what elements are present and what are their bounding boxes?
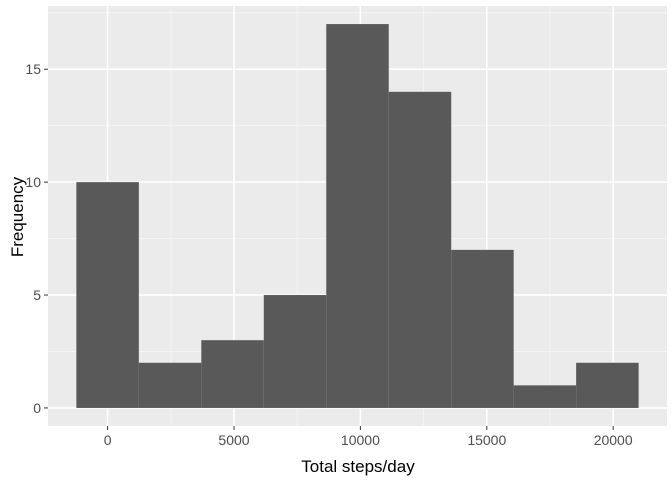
- y-axis-title: Frequency: [8, 176, 27, 257]
- x-tick-label: 0: [104, 432, 112, 448]
- x-tick-labels: 0 5000 10000 15000 20000: [104, 432, 633, 448]
- histogram-bar: [576, 362, 639, 408]
- x-tick-label: 5000: [218, 432, 249, 448]
- x-tick-label: 10000: [341, 432, 380, 448]
- histogram-bar: [388, 91, 452, 408]
- y-tick-labels: 0 5 10 15: [25, 61, 41, 416]
- histogram-bar: [451, 249, 514, 408]
- x-axis-title: Total steps/day: [301, 457, 415, 476]
- histogram-bar: [201, 340, 264, 408]
- tick-marks: [44, 68, 614, 430]
- y-tick-label: 10: [25, 174, 41, 190]
- histogram-bar: [326, 24, 389, 408]
- histogram-bar: [76, 182, 139, 408]
- histogram-bar: [513, 385, 577, 408]
- histogram-bar: [263, 295, 327, 408]
- x-tick-label: 20000: [594, 432, 633, 448]
- x-tick-label: 15000: [467, 432, 506, 448]
- histogram-bar: [138, 362, 202, 408]
- y-tick-label: 15: [25, 61, 41, 77]
- bars: [76, 24, 639, 408]
- y-tick-label: 5: [33, 287, 41, 303]
- y-tick-label: 0: [33, 400, 41, 416]
